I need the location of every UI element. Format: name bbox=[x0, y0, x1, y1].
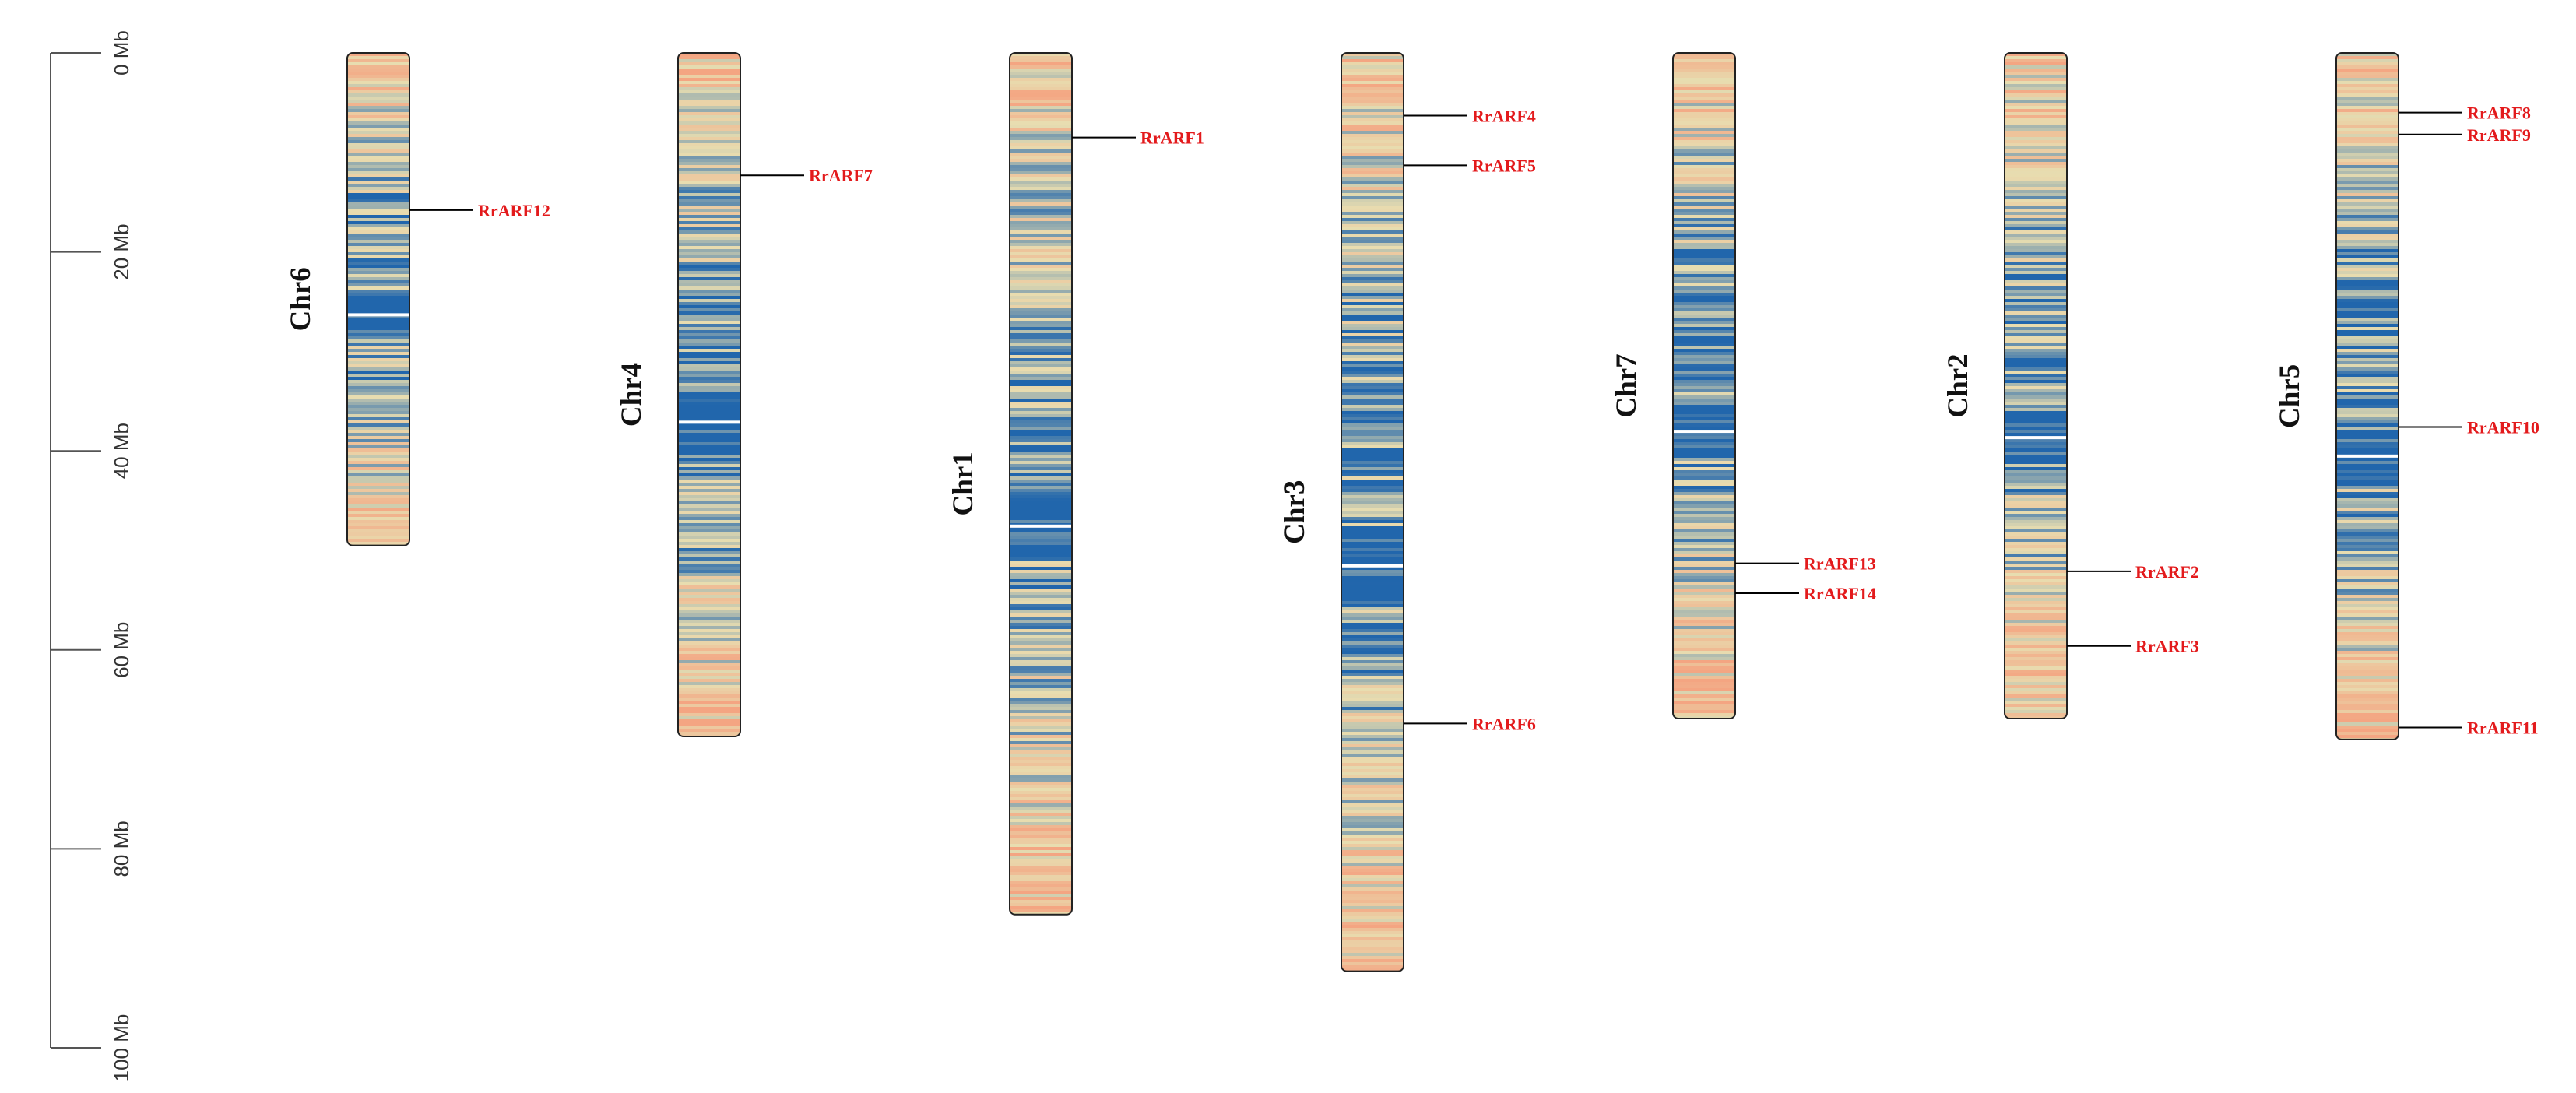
chromosome-outline bbox=[1341, 52, 1404, 972]
gene-label: RrARF11 bbox=[2467, 718, 2539, 737]
chromosome-track-group: Chr6 RrARF12 Chr4 RrARF7 Chr1 RrARF1 Chr3 RrARF… bbox=[285, 52, 2539, 972]
scale-bar: 0 Mb 20 Mb 40 Mb 60 Mb 80 Mb 100 Mb bbox=[50, 30, 133, 1082]
gene-label: RrARF2 bbox=[2135, 562, 2199, 582]
scale-tick-label: 0 Mb bbox=[110, 30, 133, 76]
chromosome-chr7: Chr7 RrARF13 RrARF14 bbox=[1611, 52, 1876, 719]
gene-label: RrARF1 bbox=[1140, 128, 1204, 148]
chromosome-outline bbox=[346, 52, 410, 546]
chromosome-chr6: Chr6 RrARF12 bbox=[285, 52, 550, 546]
gene-label: RrARF14 bbox=[1804, 584, 1876, 603]
scale-tick-label: 40 Mb bbox=[110, 423, 133, 479]
density-heatmap bbox=[1673, 53, 1735, 719]
gene-label: RrARF7 bbox=[809, 166, 873, 185]
chromosome-label: Chr6 bbox=[285, 267, 317, 331]
chromosome-outline bbox=[1672, 52, 1736, 719]
chromosome-outline bbox=[1009, 52, 1073, 916]
gene-label: RrARF3 bbox=[2135, 637, 2199, 656]
chromosome-outline bbox=[2335, 52, 2399, 740]
density-heatmap bbox=[1010, 53, 1072, 915]
density-heatmap bbox=[2005, 53, 2067, 719]
chromosome-chr1: Chr1 RrARF1 bbox=[947, 52, 1204, 916]
density-heatmap bbox=[2336, 53, 2399, 740]
chromosome-chr5: Chr5 RrARF8 RrARF9 RrARF10 RrARF11 bbox=[2274, 52, 2539, 740]
gene-label: RrARF8 bbox=[2467, 104, 2531, 123]
scale-tick-label: 60 Mb bbox=[110, 622, 133, 678]
chromosome-label: Chr1 bbox=[947, 452, 979, 515]
gene-label: RrARF10 bbox=[2467, 418, 2539, 438]
density-heatmap bbox=[347, 53, 409, 546]
gene-label: RrARF12 bbox=[478, 201, 550, 220]
chromosome-label: Chr5 bbox=[2274, 364, 2306, 428]
scale-tick-label: 20 Mb bbox=[110, 223, 133, 279]
scale-tick-label: 100 Mb bbox=[110, 1014, 133, 1082]
chromosome-outline bbox=[2004, 52, 2068, 719]
density-heatmap bbox=[1341, 53, 1404, 972]
chromosome-chr4: Chr4 RrARF7 bbox=[616, 52, 873, 737]
gene-label: RrARF4 bbox=[1472, 107, 1536, 126]
chromosome-outline bbox=[677, 52, 741, 737]
chromosome-label: Chr7 bbox=[1611, 353, 1643, 417]
scale-tick-label: 80 Mb bbox=[110, 821, 133, 877]
gene-label: RrARF13 bbox=[1804, 554, 1876, 574]
chromosome-chr3: Chr3 RrARF4 RrARF5 RrARF6 bbox=[1279, 52, 1536, 972]
chromosome-chr2: Chr2 RrARF2 RrARF3 bbox=[1942, 52, 2199, 719]
chromosome-label: Chr3 bbox=[1279, 480, 1311, 544]
gene-label: RrARF5 bbox=[1472, 156, 1536, 175]
chromosome-label: Chr2 bbox=[1942, 353, 1974, 417]
chromosome-label: Chr4 bbox=[616, 363, 648, 427]
gene-label: RrARF9 bbox=[2467, 125, 2531, 145]
density-heatmap bbox=[678, 53, 740, 736]
gene-label: RrARF6 bbox=[1472, 714, 1536, 733]
